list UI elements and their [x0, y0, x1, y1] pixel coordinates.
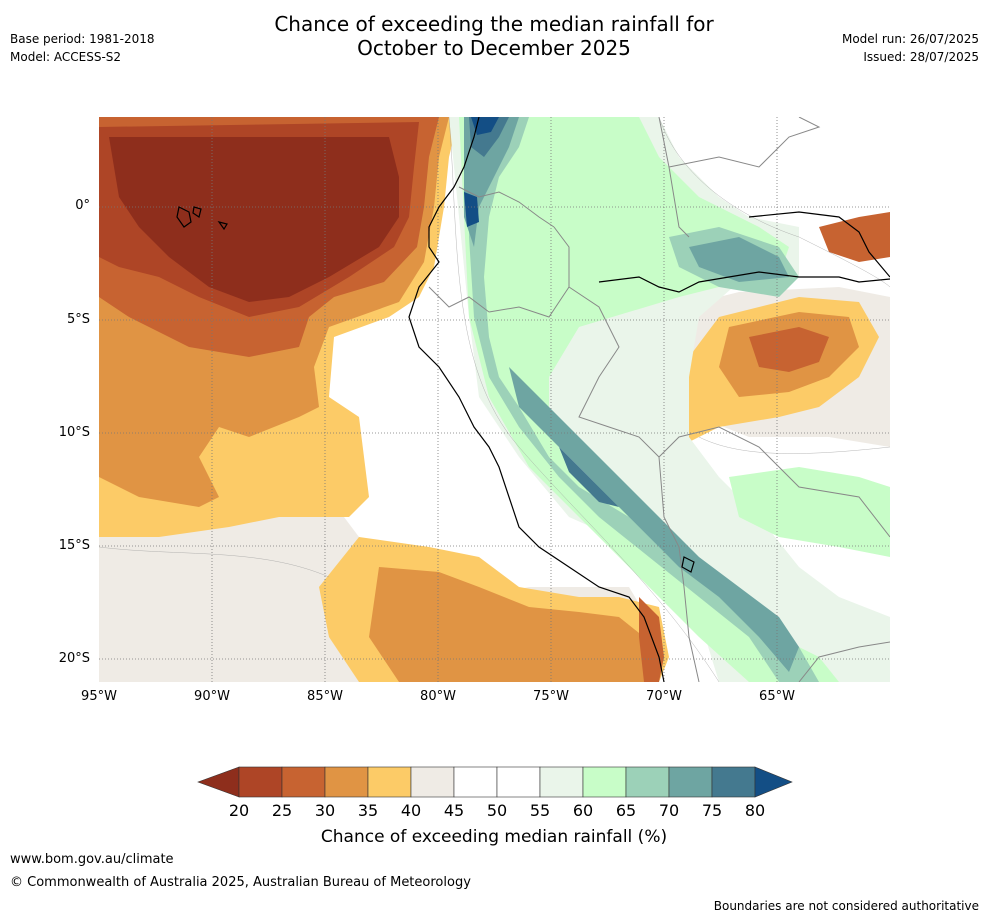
lon-label-85w: 85°W [307, 689, 343, 704]
rainfall-map [99, 117, 890, 682]
lon-label-95w: 95°W [81, 689, 117, 704]
colorbar-swatch-55 [539, 766, 584, 798]
colorbar-tick: 60 [572, 801, 594, 820]
meta-left: Base period: 1981-2018 Model: ACCESS-S2 [10, 30, 155, 66]
colorbar-swatch-65 [625, 766, 670, 798]
colorbar [197, 766, 793, 798]
graticule [99, 117, 890, 682]
colorbar-tick: 45 [443, 801, 465, 820]
border-bolivia-chile [683, 586, 700, 682]
colorbar-tick: 75 [701, 801, 723, 820]
colorbar-swatch-30 [324, 766, 369, 798]
colorbar-swatch-75 [711, 766, 756, 798]
contour-line [448, 117, 720, 682]
contour-80-south [559, 447, 619, 507]
title-line-1: Chance of exceeding the median rainfall … [274, 12, 714, 36]
colorbar-tick: 40 [400, 801, 422, 820]
galapagos-3 [217, 221, 228, 231]
colorbar-swatch-35 [367, 766, 412, 798]
border-colombia-venezuela [658, 117, 690, 238]
map-title: Chance of exceeding the median rainfall … [0, 12, 988, 60]
footer-note: Boundaries are not considered authoritat… [713, 899, 979, 913]
border-ecuador-peru [428, 286, 490, 313]
contour-30-ne [819, 212, 890, 262]
border-bolivia-brazil [658, 426, 890, 538]
contour-30-east [749, 327, 829, 372]
colorbar-tick: 50 [486, 801, 508, 820]
coast-west [408, 117, 665, 682]
contour-35-south [369, 567, 659, 682]
colorbar-low-arrow [197, 766, 240, 798]
border-colombia-brazil [488, 226, 570, 318]
coastlines [176, 117, 890, 682]
map-canvas [99, 117, 890, 682]
colorbar-high-arrow [754, 766, 793, 798]
colorbar-tick: 30 [314, 801, 336, 820]
lon-label-80w: 80°W [420, 689, 456, 704]
footer-url: www.bom.gov.au/climate [10, 852, 174, 867]
contour-30-south [639, 597, 664, 682]
contour-20-west [109, 137, 399, 302]
contour-75-south [509, 367, 799, 672]
contour-lines [99, 117, 890, 682]
lon-label-90w: 90°W [194, 689, 230, 704]
model-text: Model: ACCESS-S2 [10, 50, 122, 64]
border-bolivia-paraguay [798, 641, 890, 682]
lat-label-0: 0° [75, 198, 90, 213]
lake-titicaca [681, 556, 695, 573]
colorbar-swatch-45 [453, 766, 498, 798]
lat-label-15s: 15°S [58, 538, 90, 553]
border-colombia-ecuador [458, 186, 555, 228]
contour-75-east [689, 237, 789, 282]
colorbar-swatch-50 [496, 766, 541, 798]
lon-label-70w: 70°W [646, 689, 682, 704]
issued-text: Issued: 28/07/2025 [863, 50, 979, 64]
colorbar-tick: 70 [658, 801, 680, 820]
contour-line [99, 546, 330, 578]
contour-65-east [729, 467, 890, 557]
lat-label-5s: 5°S [66, 312, 90, 327]
border-peru-brazil [568, 286, 660, 458]
colorbar-tick: 55 [529, 801, 551, 820]
lat-label-20s: 20°S [58, 651, 90, 666]
base-period-text: Base period: 1981-2018 [10, 32, 155, 46]
colorbar-tick: 65 [615, 801, 637, 820]
country-borders [428, 117, 890, 682]
coast-north [748, 211, 890, 278]
footer-copyright: © Commonwealth of Australia 2025, Austra… [10, 875, 471, 890]
galapagos-1 [176, 206, 192, 228]
contour-line [658, 117, 890, 288]
title-line-2: October to December 2025 [357, 36, 631, 60]
meta-right: Model run: 26/07/2025 Issued: 28/07/2025 [842, 30, 979, 66]
lon-label-75w: 75°W [533, 689, 569, 704]
colorbar-tick: 20 [228, 801, 250, 820]
model-run-text: Model run: 26/07/2025 [841, 32, 979, 46]
contour-line [698, 436, 890, 454]
contour-85-coast [464, 192, 479, 227]
colorbar-swatch-70 [668, 766, 713, 798]
colorbar-swatch-20 [238, 766, 283, 798]
colorbar-swatch-40 [410, 766, 455, 798]
colorbar-swatch-25 [281, 766, 326, 798]
coast-amazon [598, 271, 890, 293]
lat-label-10s: 10°S [58, 425, 90, 440]
border-venezuela-brazil [668, 117, 821, 168]
colorbar-tick: 80 [744, 801, 766, 820]
colorbar-tick: 35 [357, 801, 379, 820]
lon-label-65w: 65°W [759, 689, 795, 704]
colorbar-swatch-60 [582, 766, 627, 798]
colorbar-tick: 25 [271, 801, 293, 820]
colorbar-label: Chance of exceeding median rainfall (%) [320, 827, 668, 847]
galapagos-2 [192, 206, 202, 218]
